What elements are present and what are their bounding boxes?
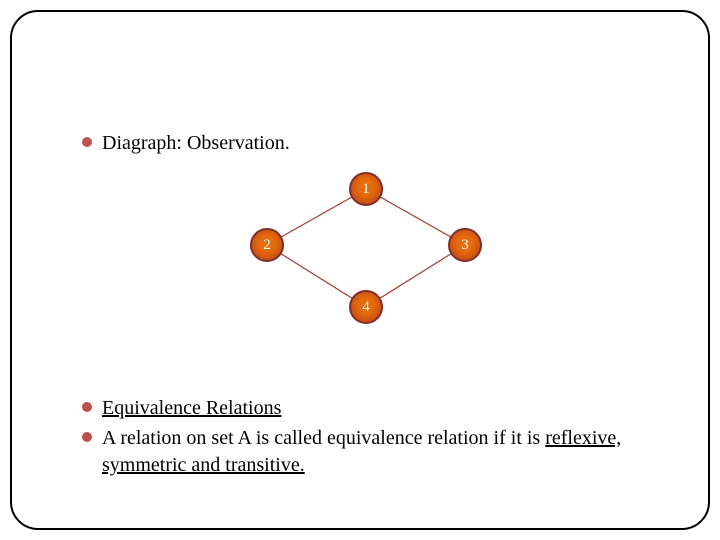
slide-content: Diagraph: Observation. 1 2 3 4 Equivalen… [0,0,720,540]
graph-node: 2 [250,228,284,262]
graph-node: 3 [448,228,482,262]
graph-node-label: 4 [362,299,370,316]
graph-node: 4 [349,290,383,324]
graph-edges [0,0,720,540]
graph-node-label: 2 [263,237,271,254]
graph-node: 1 [349,172,383,206]
graph-node-label: 1 [362,181,370,198]
graph-node-label: 3 [461,237,469,254]
